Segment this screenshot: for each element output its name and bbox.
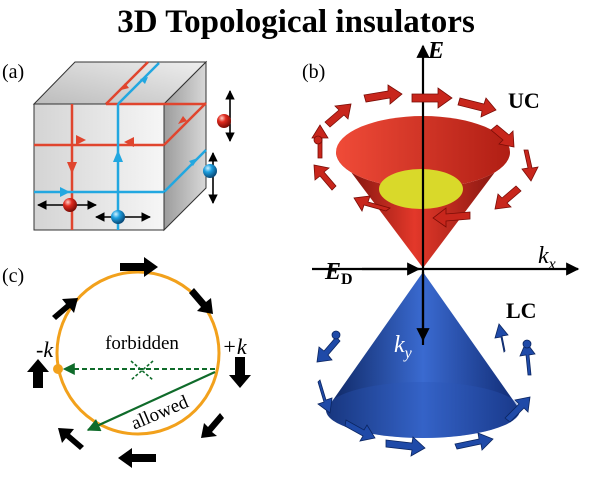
lower-cone-label: LC bbox=[506, 298, 537, 323]
fermi-disk bbox=[379, 169, 463, 209]
allowed-path bbox=[86, 370, 216, 432]
panel-a-label: (a) bbox=[2, 61, 24, 83]
panel-c-label: (c) bbox=[2, 265, 24, 287]
lower-cone-spin-arrows bbox=[316, 323, 536, 457]
forbidden-cross bbox=[130, 360, 154, 381]
lower-cone bbox=[326, 272, 520, 438]
figure-title: 3D Topological insulators bbox=[117, 4, 475, 40]
blue-edge-channels bbox=[34, 62, 207, 230]
edge-arrows bbox=[60, 77, 198, 197]
panel-b-label: (b) bbox=[302, 61, 325, 83]
dirac-point-label: ED bbox=[324, 259, 353, 288]
spin-electron-red-front bbox=[37, 198, 97, 212]
circle-spin-arrows bbox=[27, 257, 251, 468]
panel-b: (b) E kx ky ED UC LC bbox=[302, 38, 580, 457]
spin-electron-red-side bbox=[217, 90, 235, 142]
ky-axis-label: ky bbox=[394, 332, 413, 362]
minus-k-point bbox=[53, 364, 63, 374]
spin-electron-blue-side bbox=[203, 152, 218, 204]
plus-k-label: +k bbox=[222, 334, 248, 359]
panel-c: (c) forbidden allowed -k +k bbox=[2, 257, 251, 468]
minus-k-label: -k bbox=[36, 337, 54, 362]
upper-cone-label: UC bbox=[508, 88, 540, 113]
energy-axis-label: E bbox=[427, 38, 444, 64]
cube-front-face bbox=[33, 103, 165, 231]
fermi-circle bbox=[55, 270, 221, 436]
kx-axis-label: kx bbox=[538, 243, 556, 273]
lower-cone-base bbox=[326, 382, 520, 438]
spin-electron-blue-front bbox=[95, 210, 151, 224]
forbidden-label: forbidden bbox=[105, 333, 179, 354]
panel-a: (a) bbox=[2, 60, 235, 232]
upper-cone-spin-arrows bbox=[311, 84, 539, 228]
